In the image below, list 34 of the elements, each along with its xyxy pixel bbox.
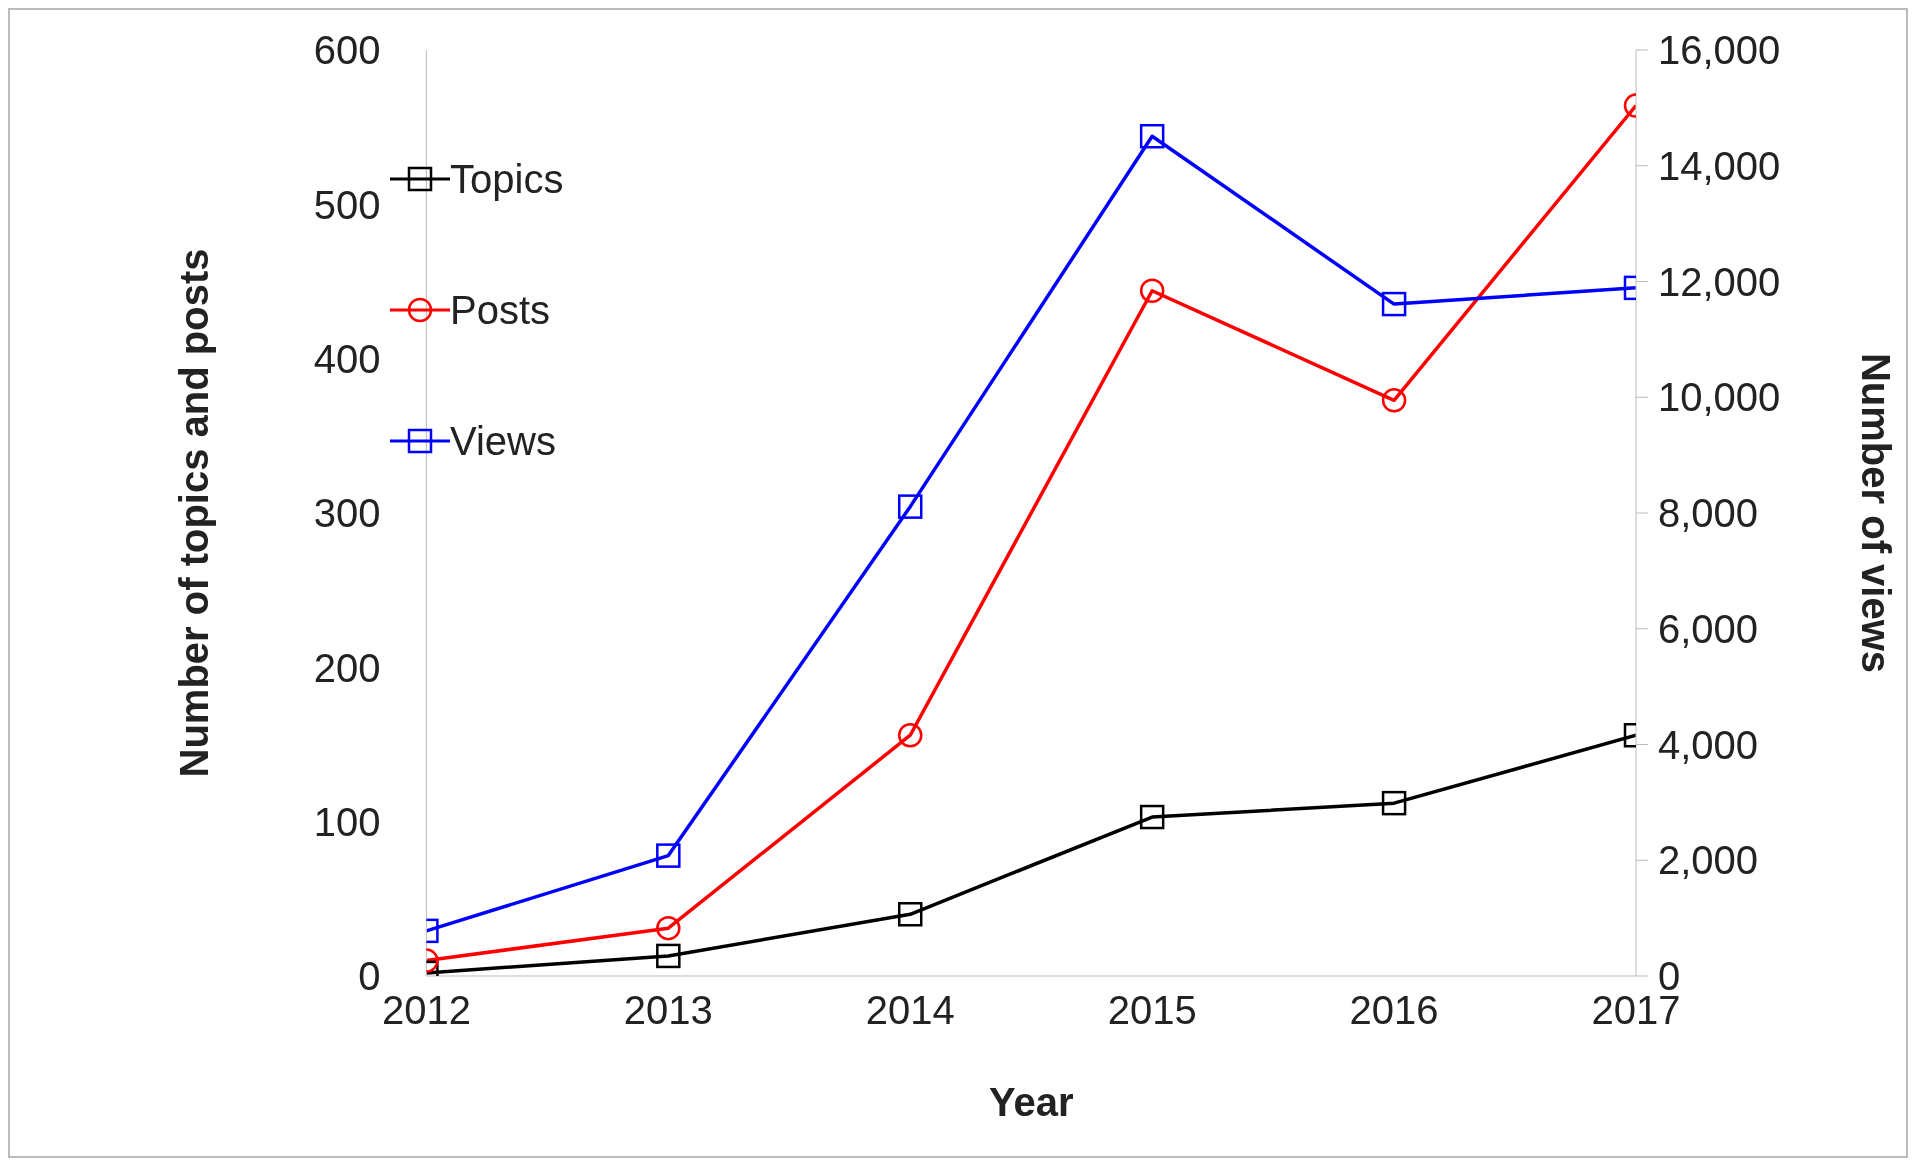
y-tick-label: 500 bbox=[313, 182, 381, 227]
y2-tick-label: 2,000 bbox=[1658, 838, 1759, 883]
legend-label: Views bbox=[450, 418, 556, 464]
point bbox=[1139, 804, 1165, 830]
x-tick-label: 2012 bbox=[381, 988, 471, 1033]
y-tick-label: 400 bbox=[313, 336, 381, 381]
legend-label: Topics bbox=[450, 156, 564, 202]
x-axis-title: Year bbox=[988, 1080, 1074, 1124]
legend-label: Posts bbox=[450, 287, 551, 333]
point bbox=[656, 943, 681, 969]
y2-tick-label: 4,000 bbox=[1658, 722, 1759, 767]
x-tick-label: 2015 bbox=[1107, 988, 1197, 1033]
x-tick-label: 2013 bbox=[623, 988, 713, 1033]
point bbox=[1139, 278, 1165, 304]
x-tick-label: 2014 bbox=[865, 988, 955, 1033]
y-tick-label: 600 bbox=[313, 28, 381, 73]
y2-tick-label: 10,000 bbox=[1658, 375, 1781, 420]
point bbox=[897, 494, 923, 519]
point bbox=[897, 902, 923, 927]
y-tick-label: 300 bbox=[313, 491, 381, 536]
y2-tick-label: 8,000 bbox=[1658, 491, 1759, 536]
x-tick-label: 2016 bbox=[1349, 988, 1439, 1033]
y2-axis-title: Number of views bbox=[1853, 352, 1898, 674]
y2-tick-label: 16,000 bbox=[1658, 28, 1781, 73]
y-axis-title: Number of topics and posts bbox=[171, 248, 216, 778]
y2-tick-label: 6,000 bbox=[1658, 606, 1759, 651]
point bbox=[897, 722, 923, 748]
point bbox=[1139, 123, 1165, 149]
y-tick-label: 200 bbox=[313, 645, 381, 690]
point bbox=[656, 915, 681, 941]
y2-tick-label: 12,000 bbox=[1658, 259, 1781, 304]
y-tick-label: 0 bbox=[358, 954, 381, 999]
y-tick-label: 100 bbox=[313, 799, 381, 844]
y2-tick-label: 14,000 bbox=[1658, 143, 1781, 188]
